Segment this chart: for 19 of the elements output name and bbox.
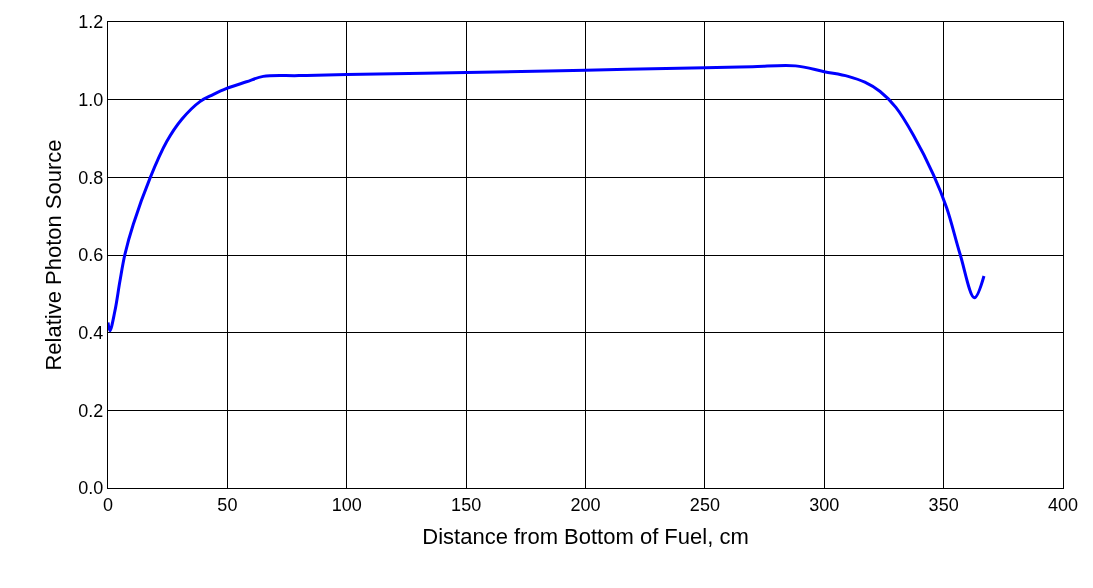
x-tick-label: 100: [331, 494, 362, 515]
x-tick-label: 0: [102, 494, 114, 515]
y-tick-label: 0.6: [78, 245, 104, 266]
line-series: [108, 63, 986, 333]
x-tick-label: 250: [689, 494, 720, 515]
x-tick-label: 300: [809, 494, 840, 515]
x-tick-label: 200: [570, 494, 601, 515]
x-tick-label: 350: [928, 494, 959, 515]
x-tick-label: 50: [217, 494, 238, 515]
y-tick-label: 0.4: [78, 322, 104, 343]
y-tick-label: 1.2: [78, 12, 104, 33]
y-tick-label: 0.8: [78, 167, 104, 188]
x-axis-title: Distance from Bottom of Fuel, cm: [422, 524, 749, 550]
y-axis-title: Relative Photon Source: [41, 139, 67, 371]
y-tick-label: 0.0: [78, 478, 104, 499]
x-tick-label: 400: [1047, 494, 1079, 515]
y-tick-label: 0.2: [78, 400, 104, 421]
y-tick-label: 1.0: [78, 89, 104, 110]
x-tick-label: 150: [451, 494, 482, 515]
